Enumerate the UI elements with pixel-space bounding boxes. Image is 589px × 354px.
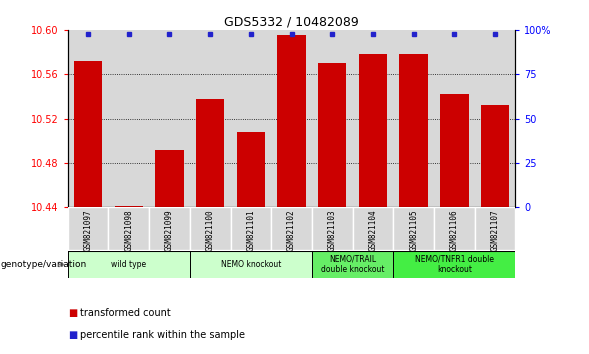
Bar xyxy=(190,30,230,207)
Bar xyxy=(68,30,108,207)
Bar xyxy=(359,55,387,207)
Bar xyxy=(74,61,102,207)
Bar xyxy=(475,207,515,250)
Bar xyxy=(440,94,469,207)
Bar xyxy=(230,30,271,207)
Text: GSM821105: GSM821105 xyxy=(409,209,418,251)
Text: GSM821100: GSM821100 xyxy=(206,209,214,251)
Bar xyxy=(230,207,271,250)
Text: GSM821106: GSM821106 xyxy=(450,209,459,251)
Bar xyxy=(68,251,190,278)
Bar xyxy=(318,63,346,207)
Text: GSM821098: GSM821098 xyxy=(124,209,133,251)
Text: GSM821102: GSM821102 xyxy=(287,209,296,251)
Bar xyxy=(434,207,475,250)
Bar xyxy=(481,105,509,207)
Text: GSM821099: GSM821099 xyxy=(165,209,174,251)
Bar xyxy=(312,251,393,278)
Bar xyxy=(237,132,265,207)
Text: percentile rank within the sample: percentile rank within the sample xyxy=(80,330,244,339)
Bar xyxy=(155,149,184,207)
Bar xyxy=(271,30,312,207)
Text: ■: ■ xyxy=(68,330,77,339)
Text: NEMO knockout: NEMO knockout xyxy=(221,260,281,269)
Text: GSM821104: GSM821104 xyxy=(369,209,378,251)
Bar xyxy=(353,30,393,207)
Text: NEMO/TNFR1 double
knockout: NEMO/TNFR1 double knockout xyxy=(415,255,494,274)
Bar xyxy=(393,207,434,250)
Bar xyxy=(475,30,515,207)
Text: GSM821107: GSM821107 xyxy=(491,209,499,251)
Text: GSM821101: GSM821101 xyxy=(246,209,256,251)
Bar xyxy=(149,207,190,250)
Bar xyxy=(68,207,108,250)
Bar xyxy=(271,207,312,250)
Text: GSM821097: GSM821097 xyxy=(84,209,92,251)
Text: GSM821103: GSM821103 xyxy=(327,209,337,251)
Bar xyxy=(277,34,306,207)
Bar xyxy=(108,207,149,250)
Bar xyxy=(190,207,230,250)
Bar xyxy=(353,207,393,250)
Bar xyxy=(108,30,149,207)
Bar xyxy=(399,55,428,207)
Bar xyxy=(190,251,312,278)
Bar xyxy=(196,99,224,207)
Title: GDS5332 / 10482089: GDS5332 / 10482089 xyxy=(224,16,359,29)
Bar xyxy=(149,30,190,207)
Bar xyxy=(434,30,475,207)
Bar xyxy=(393,251,515,278)
Bar xyxy=(312,207,353,250)
Text: NEMO/TRAIL
double knockout: NEMO/TRAIL double knockout xyxy=(321,255,385,274)
Bar xyxy=(393,30,434,207)
Bar xyxy=(114,206,143,207)
Text: wild type: wild type xyxy=(111,260,146,269)
Text: genotype/variation: genotype/variation xyxy=(1,260,87,269)
Bar xyxy=(312,30,353,207)
Text: ■: ■ xyxy=(68,308,77,318)
Text: transformed count: transformed count xyxy=(80,308,170,318)
